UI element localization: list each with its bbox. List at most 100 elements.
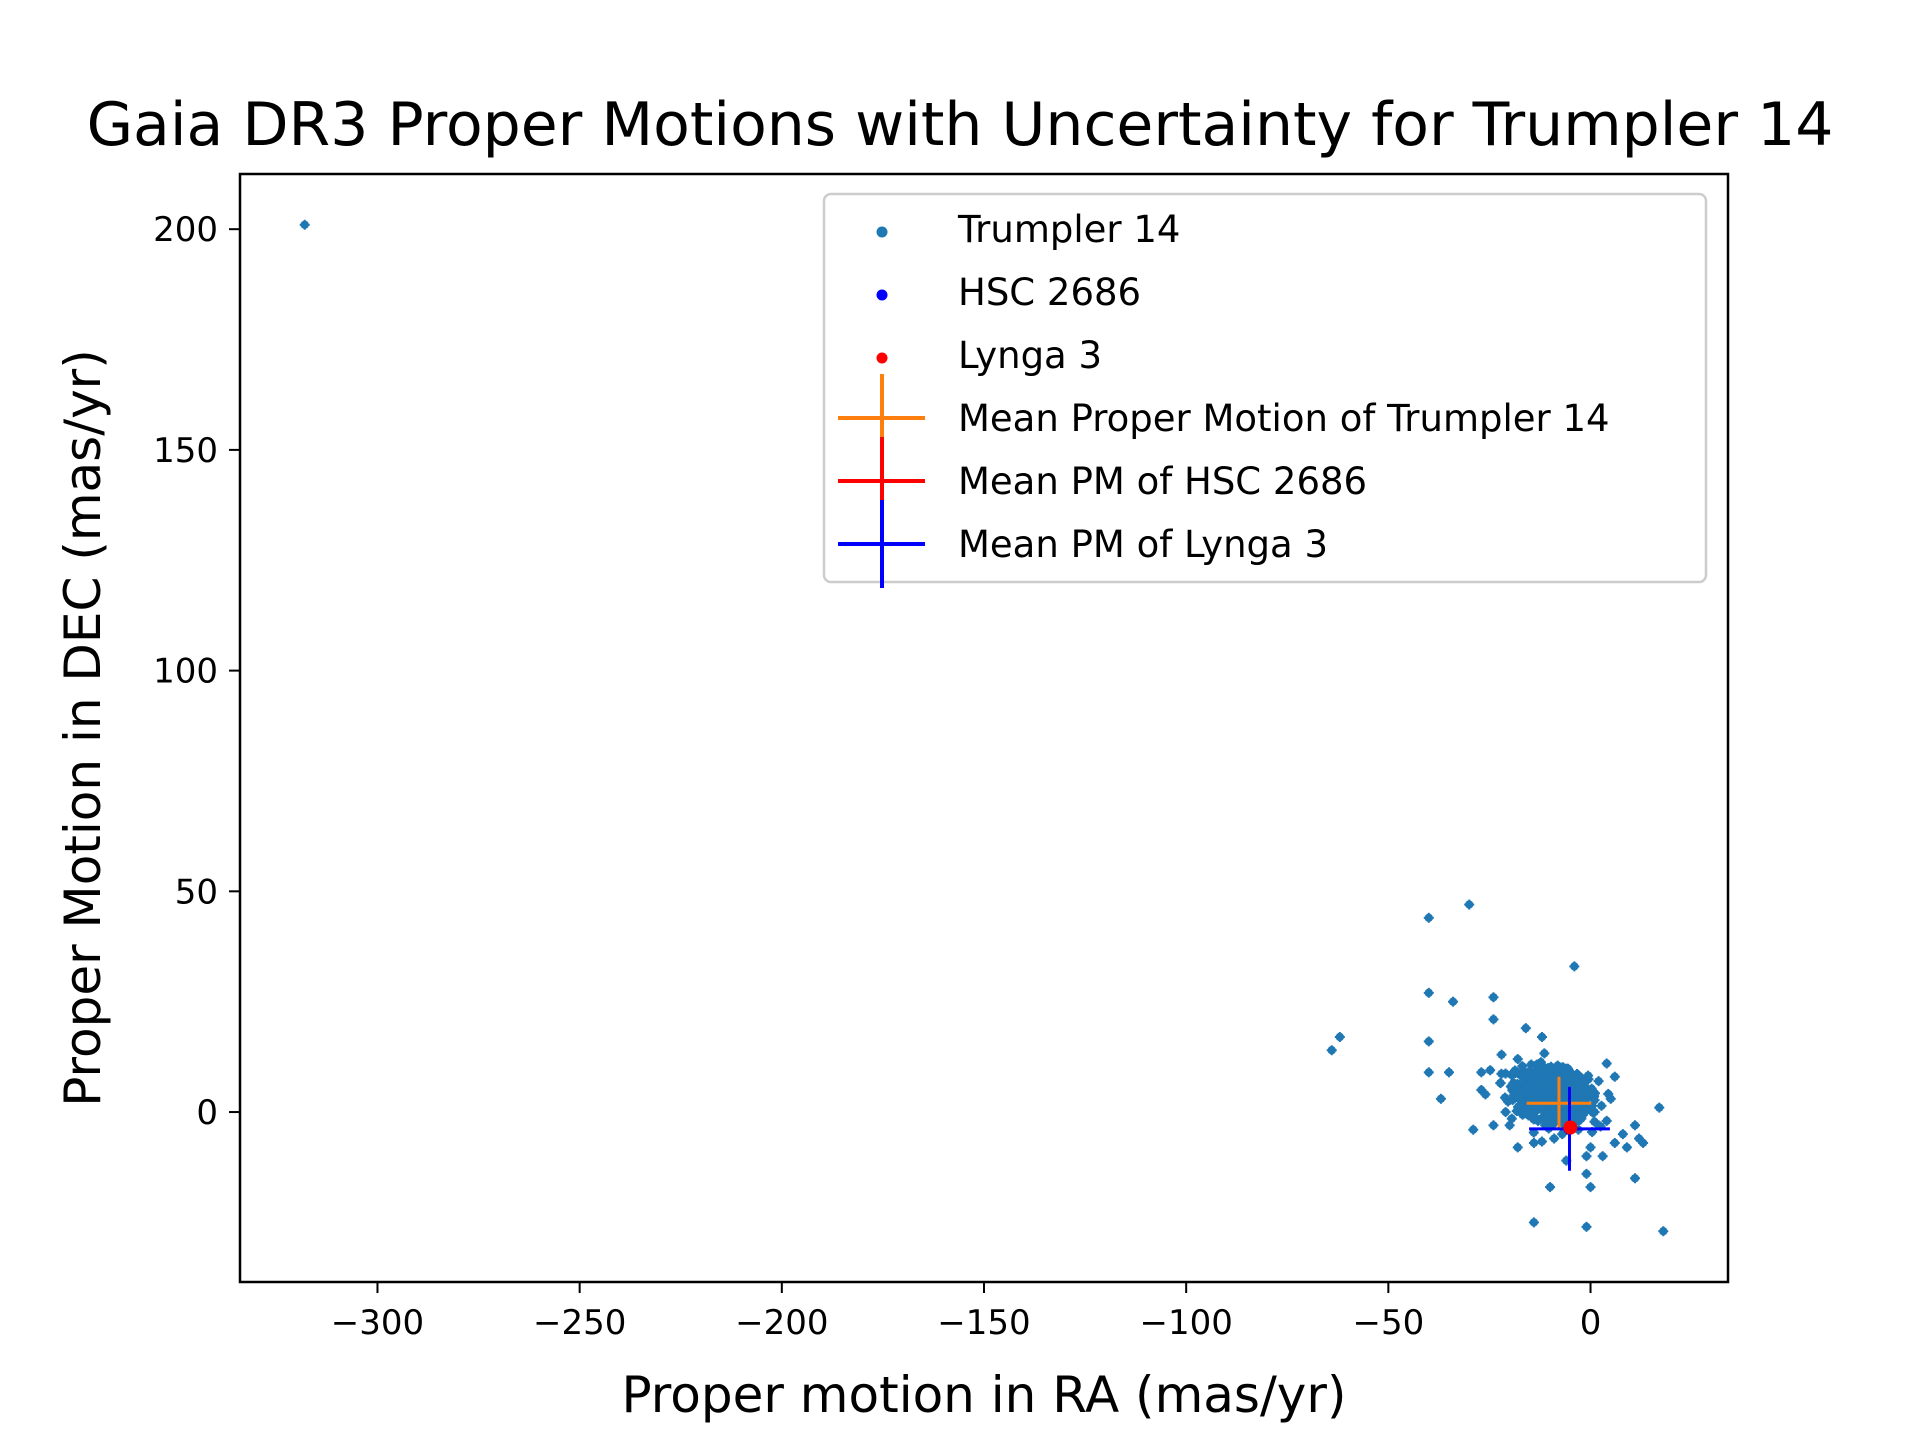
legend-entry-2: Lynga 3 xyxy=(876,334,1102,377)
data-point-trumpler-14 xyxy=(1468,1124,1479,1135)
data-point-trumpler-14 xyxy=(299,219,310,230)
data-point-trumpler-14 xyxy=(1589,1107,1600,1118)
data-point-trumpler-14 xyxy=(1557,1129,1568,1140)
data-point-trumpler-14 xyxy=(1528,1137,1539,1148)
legend-label: Lynga 3 xyxy=(958,334,1102,377)
data-point-trumpler-14 xyxy=(1508,1090,1519,1101)
data-point-trumpler-14 xyxy=(1488,1120,1499,1131)
legend-entry-3: Mean Proper Motion of Trumpler 14 xyxy=(838,374,1610,462)
data-point-trumpler-14 xyxy=(1609,1137,1620,1148)
data-point-trumpler-14 xyxy=(1537,1105,1548,1116)
data-point-trumpler-14 xyxy=(1545,1182,1556,1193)
plot-area xyxy=(299,219,1669,1237)
legend-entry-4: Mean PM of HSC 2686 xyxy=(838,437,1367,525)
data-point-trumpler-14 xyxy=(1520,1023,1531,1034)
errorbar-0 xyxy=(1526,1076,1592,1130)
data-point-trumpler-14 xyxy=(1536,1136,1547,1147)
legend-marker xyxy=(876,289,888,301)
data-point-trumpler-14 xyxy=(1485,1065,1496,1076)
data-point-trumpler-14 xyxy=(1547,1109,1558,1120)
data-point-trumpler-14 xyxy=(1549,1133,1560,1144)
x-tick-label: −200 xyxy=(735,1303,828,1343)
data-point-trumpler-14 xyxy=(1545,1062,1556,1073)
data-point-trumpler-14 xyxy=(1596,1100,1607,1111)
y-tick-label: 200 xyxy=(153,210,218,250)
legend-marker xyxy=(876,352,888,364)
data-point-trumpler-14 xyxy=(1630,1173,1640,1184)
x-tick-label: −250 xyxy=(533,1303,626,1343)
data-point-trumpler-14 xyxy=(1480,1089,1491,1100)
data-point-trumpler-14 xyxy=(1423,1036,1434,1047)
data-point-trumpler-14 xyxy=(1617,1129,1628,1140)
x-tick-label: −100 xyxy=(1139,1303,1232,1343)
data-point-trumpler-14 xyxy=(1521,1080,1532,1091)
y-axis-label: Proper Motion in DEC (mas/yr) xyxy=(54,349,112,1106)
data-point-trumpler-14 xyxy=(1605,1093,1616,1104)
legend-label: Mean PM of HSC 2686 xyxy=(958,460,1367,503)
data-marks xyxy=(299,219,1669,1237)
data-point-trumpler-14 xyxy=(1581,1168,1592,1179)
data-point-trumpler-14 xyxy=(1448,996,1459,1007)
data-point-trumpler-14 xyxy=(1638,1137,1649,1148)
data-point-trumpler-14 xyxy=(1326,1045,1337,1056)
legend-label: HSC 2686 xyxy=(958,271,1141,314)
data-point-trumpler-14 xyxy=(1509,1065,1520,1076)
legend-entry-1: HSC 2686 xyxy=(876,271,1141,314)
data-point-trumpler-14 xyxy=(1585,1142,1596,1153)
data-point-trumpler-14 xyxy=(1583,1070,1594,1081)
data-point-trumpler-14 xyxy=(1544,1075,1555,1086)
data-point-trumpler-14 xyxy=(1504,1120,1515,1131)
legend-box xyxy=(822,192,1708,584)
x-axis: −300 −250 −200 −150 −100 −50 0 xyxy=(331,1282,1602,1343)
y-tick-label: 50 xyxy=(175,872,218,912)
data-point-trumpler-14 xyxy=(1512,1142,1523,1153)
x-tick-label: −50 xyxy=(1352,1303,1424,1343)
data-point-trumpler-14 xyxy=(1621,1142,1632,1153)
legend: Trumpler 14 HSC 2686 Lynga 3 Mean Proper Mo… xyxy=(822,192,1708,588)
data-point-trumpler-14 xyxy=(1488,992,1499,1003)
data-point-trumpler-14 xyxy=(1537,1032,1547,1043)
x-tick-label: −300 xyxy=(331,1303,424,1343)
data-point-trumpler-14 xyxy=(1495,1078,1506,1089)
data-point-trumpler-14 xyxy=(1500,1068,1511,1079)
data-point-trumpler-14 xyxy=(1517,1061,1528,1072)
data-point-trumpler-14 xyxy=(1538,1090,1549,1101)
data-point-trumpler-14 xyxy=(1601,1058,1612,1069)
data-point-trumpler-14 xyxy=(1507,1081,1518,1092)
data-point-trumpler-14 xyxy=(1464,899,1475,910)
data-point-trumpler-14 xyxy=(1564,1072,1575,1083)
data-point-trumpler-14 xyxy=(1654,1102,1665,1113)
data-point-trumpler-14 xyxy=(1423,987,1434,998)
legend-label: Trumpler 14 xyxy=(957,208,1180,251)
data-point-trumpler-14 xyxy=(1658,1226,1669,1237)
data-point-trumpler-14 xyxy=(1512,1054,1523,1065)
x-tick-label: 0 xyxy=(1580,1303,1602,1343)
data-point-trumpler-14 xyxy=(1444,1067,1454,1078)
legend-entry-5: Mean PM of Lynga 3 xyxy=(838,500,1328,588)
data-point-trumpler-14 xyxy=(1500,1107,1511,1118)
legend-marker xyxy=(876,226,888,238)
chart-title: Gaia DR3 Proper Motions with Uncertainty… xyxy=(87,90,1834,160)
data-point-trumpler-14 xyxy=(1539,1048,1550,1059)
y-tick-label: 150 xyxy=(153,431,218,471)
data-point-trumpler-14 xyxy=(1597,1151,1608,1162)
legend-entry-0: Trumpler 14 xyxy=(876,208,1180,251)
data-point-trumpler-14 xyxy=(1496,1049,1507,1060)
x-tick-label: −150 xyxy=(937,1303,1030,1343)
data-point-trumpler-14 xyxy=(1502,1096,1513,1107)
data-point-trumpler-14 xyxy=(1572,1068,1583,1079)
data-point-trumpler-14 xyxy=(1532,1085,1543,1096)
data-point-trumpler-14 xyxy=(1581,1221,1592,1232)
data-point-trumpler-14 xyxy=(1630,1120,1640,1131)
y-tick-label: 0 xyxy=(196,1093,218,1133)
y-axis: 0 50 100 150 200 xyxy=(153,210,240,1133)
data-point-trumpler-14 xyxy=(1531,1068,1542,1079)
x-axis-label: Proper motion in RA (mas/yr) xyxy=(622,1366,1347,1424)
data-point-trumpler-14 xyxy=(1476,1067,1487,1078)
legend-label: Mean PM of Lynga 3 xyxy=(958,523,1328,566)
data-point-trumpler-14 xyxy=(1569,961,1580,972)
data-point-trumpler-14 xyxy=(1435,1093,1446,1104)
data-point-trumpler-14 xyxy=(1528,1127,1539,1138)
data-point-trumpler-14 xyxy=(1532,1115,1543,1126)
data-point-trumpler-14 xyxy=(1589,1091,1600,1102)
